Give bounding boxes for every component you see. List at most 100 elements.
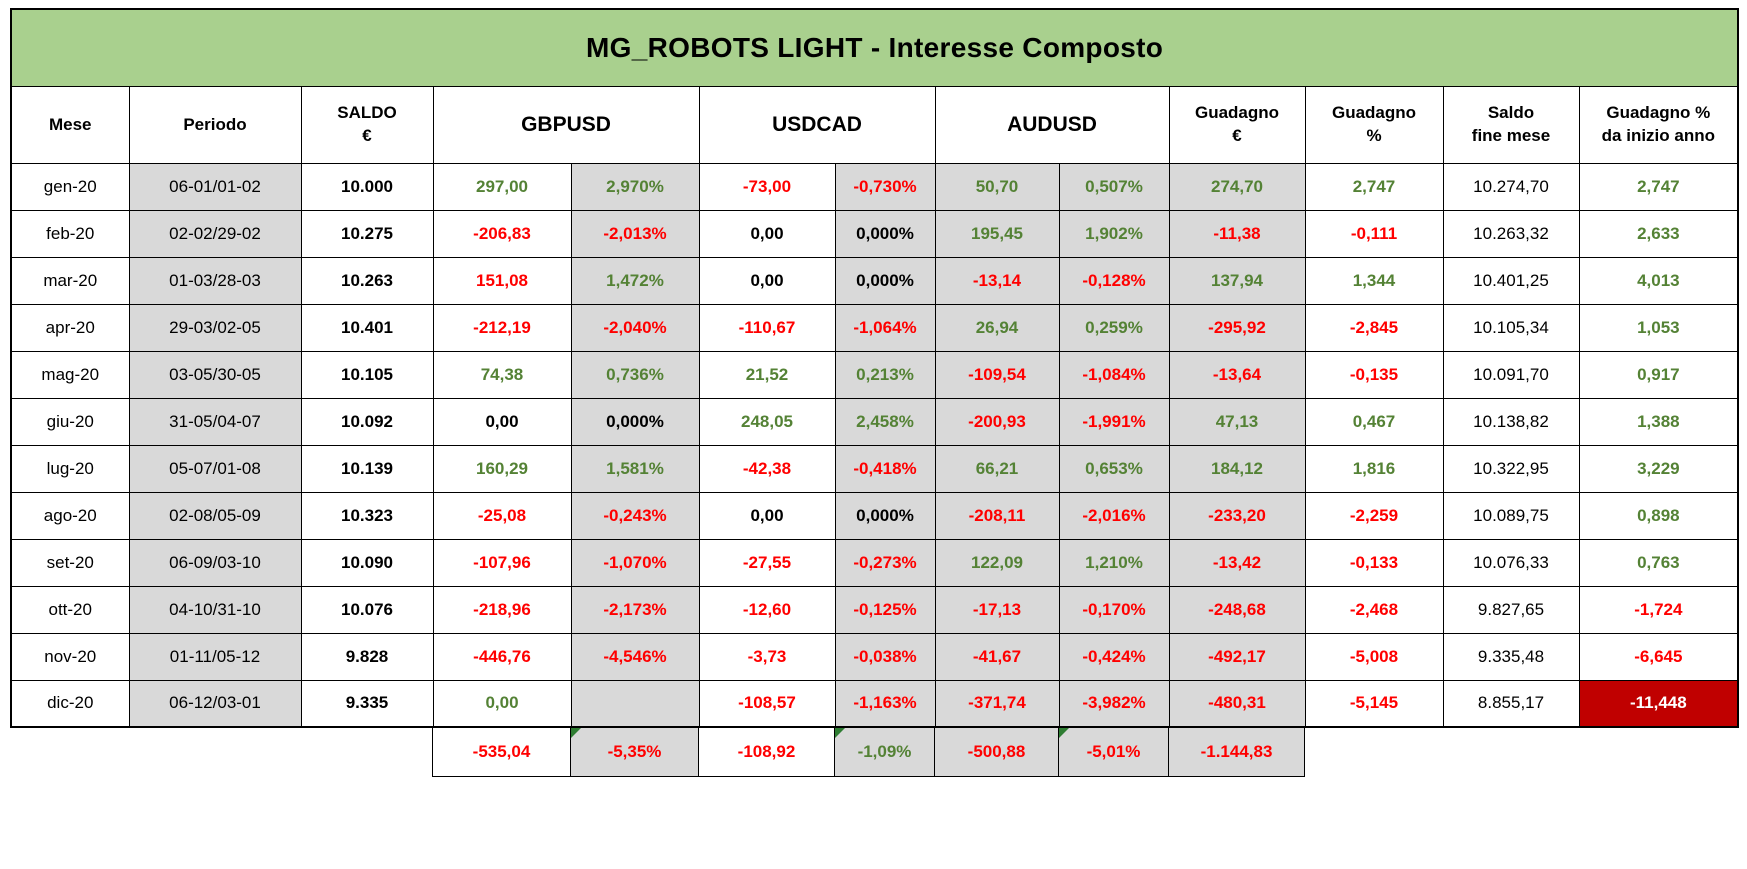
total-gbpusd-value[interactable]: -535,04 (432, 728, 571, 777)
cell-guadagno-pct[interactable]: 1,816 (1304, 444, 1444, 493)
col-header-saldo-fine-mese[interactable]: Saldo fine mese (1442, 85, 1580, 164)
cell-audusd-value[interactable]: -200,93 (934, 397, 1060, 446)
cell-mese[interactable]: gen-20 (10, 162, 130, 211)
cell-guadagno-pct[interactable]: -2,259 (1304, 491, 1444, 540)
cell-periodo[interactable]: 03-05/30-05 (128, 350, 302, 399)
cell-guadagno-pct[interactable]: 2,747 (1304, 162, 1444, 211)
cell-audusd-pct[interactable]: -1,991% (1058, 397, 1170, 446)
cell-audusd-value[interactable]: -208,11 (934, 491, 1060, 540)
cell-saldo-fine-mese[interactable]: 10.105,34 (1442, 303, 1580, 352)
col-header-guadagno-eur[interactable]: Guadagno € (1168, 85, 1306, 164)
cell-guadagno-anno[interactable]: 0,898 (1578, 491, 1739, 540)
cell-guadagno-pct[interactable]: -0,133 (1304, 538, 1444, 587)
col-header-guadagno-anno[interactable]: Guadagno % da inizio anno (1578, 85, 1739, 164)
cell-guadagno-pct[interactable]: -0,135 (1304, 350, 1444, 399)
total-audusd-pct[interactable]: -5,01% (1058, 728, 1169, 777)
cell-gbpusd-pct[interactable]: 0,000% (570, 397, 700, 446)
cell-usdcad-pct[interactable]: -0,418% (834, 444, 936, 493)
col-header-usdcad[interactable]: USDCAD (698, 85, 936, 164)
cell-periodo[interactable]: 02-02/29-02 (128, 209, 302, 258)
cell-saldo-inizio[interactable]: 10.092 (300, 397, 434, 446)
cell-saldo-inizio[interactable]: 10.275 (300, 209, 434, 258)
cell-usdcad-pct[interactable]: 0,000% (834, 209, 936, 258)
cell-gbpusd-pct[interactable]: 1,472% (570, 256, 700, 305)
cell-periodo[interactable]: 01-03/28-03 (128, 256, 302, 305)
cell-mese[interactable]: lug-20 (10, 444, 130, 493)
cell-guadagno-anno[interactable]: 0,917 (1578, 350, 1739, 399)
cell-audusd-pct[interactable]: 1,902% (1058, 209, 1170, 258)
cell-usdcad-pct[interactable]: -0,730% (834, 162, 936, 211)
cell-saldo-inizio[interactable]: 9.828 (300, 632, 434, 681)
cell-mese[interactable]: mar-20 (10, 256, 130, 305)
cell-guadagno-eur[interactable]: -492,17 (1168, 632, 1306, 681)
cell-saldo-fine-mese[interactable]: 10.138,82 (1442, 397, 1580, 446)
cell-saldo-fine-mese[interactable]: 10.089,75 (1442, 491, 1580, 540)
cell-saldo-fine-mese[interactable]: 10.076,33 (1442, 538, 1580, 587)
cell-guadagno-eur[interactable]: -13,64 (1168, 350, 1306, 399)
cell-usdcad-pct[interactable]: 2,458% (834, 397, 936, 446)
col-header-guadagno-pct[interactable]: Guadagno % (1304, 85, 1444, 164)
cell-audusd-pct[interactable]: 0,507% (1058, 162, 1170, 211)
cell-audusd-pct[interactable]: -1,084% (1058, 350, 1170, 399)
cell-gbpusd-value[interactable]: 297,00 (432, 162, 572, 211)
cell-guadagno-eur[interactable]: -480,31 (1168, 679, 1306, 728)
cell-gbpusd-value[interactable]: -206,83 (432, 209, 572, 258)
cell-usdcad-pct[interactable]: -1,064% (834, 303, 936, 352)
total-gbpusd-pct[interactable]: -5,35% (570, 728, 699, 777)
cell-usdcad-value[interactable]: -108,57 (698, 679, 836, 728)
cell-periodo[interactable]: 01-11/05-12 (128, 632, 302, 681)
cell-guadagno-eur[interactable]: 47,13 (1168, 397, 1306, 446)
cell-usdcad-pct[interactable]: -0,125% (834, 585, 936, 634)
cell-usdcad-value[interactable]: -27,55 (698, 538, 836, 587)
cell-periodo[interactable]: 02-08/05-09 (128, 491, 302, 540)
cell-audusd-pct[interactable]: -2,016% (1058, 491, 1170, 540)
cell-gbpusd-pct[interactable]: -1,070% (570, 538, 700, 587)
cell-usdcad-value[interactable]: 0,00 (698, 256, 836, 305)
cell-usdcad-pct[interactable]: 0,213% (834, 350, 936, 399)
cell-mese[interactable]: giu-20 (10, 397, 130, 446)
cell-guadagno-pct[interactable]: -0,111 (1304, 209, 1444, 258)
cell-audusd-pct[interactable]: 0,653% (1058, 444, 1170, 493)
cell-gbpusd-pct[interactable]: 1,581% (570, 444, 700, 493)
cell-periodo[interactable]: 06-01/01-02 (128, 162, 302, 211)
total-guadagno-eur[interactable]: -1.144,83 (1168, 728, 1305, 777)
cell-guadagno-eur[interactable]: -295,92 (1168, 303, 1306, 352)
cell-guadagno-anno[interactable]: -6,645 (1578, 632, 1739, 681)
cell-guadagno-eur[interactable]: -11,38 (1168, 209, 1306, 258)
cell-gbpusd-value[interactable]: 151,08 (432, 256, 572, 305)
cell-usdcad-pct[interactable]: 0,000% (834, 491, 936, 540)
cell-usdcad-value[interactable]: -73,00 (698, 162, 836, 211)
cell-mese[interactable]: apr-20 (10, 303, 130, 352)
cell-audusd-value[interactable]: -13,14 (934, 256, 1060, 305)
cell-usdcad-value[interactable]: -110,67 (698, 303, 836, 352)
cell-gbpusd-pct[interactable]: -2,040% (570, 303, 700, 352)
cell-gbpusd-value[interactable]: 0,00 (432, 679, 572, 728)
cell-gbpusd-value[interactable]: 74,38 (432, 350, 572, 399)
cell-guadagno-eur[interactable]: -13,42 (1168, 538, 1306, 587)
cell-guadagno-anno[interactable]: -11,448 (1578, 679, 1739, 728)
cell-guadagno-anno[interactable]: 2,633 (1578, 209, 1739, 258)
cell-periodo[interactable]: 06-12/03-01 (128, 679, 302, 728)
cell-gbpusd-pct[interactable]: -2,173% (570, 585, 700, 634)
cell-mese[interactable]: feb-20 (10, 209, 130, 258)
cell-mese[interactable]: nov-20 (10, 632, 130, 681)
cell-guadagno-pct[interactable]: 1,344 (1304, 256, 1444, 305)
cell-gbpusd-value[interactable]: -107,96 (432, 538, 572, 587)
col-header-periodo[interactable]: Periodo (128, 85, 302, 164)
cell-audusd-value[interactable]: -109,54 (934, 350, 1060, 399)
cell-guadagno-anno[interactable]: 4,013 (1578, 256, 1739, 305)
cell-usdcad-value[interactable]: -42,38 (698, 444, 836, 493)
cell-guadagno-pct[interactable]: -2,845 (1304, 303, 1444, 352)
cell-mese[interactable]: mag-20 (10, 350, 130, 399)
cell-saldo-inizio[interactable]: 10.401 (300, 303, 434, 352)
sheet-title[interactable]: MG_ROBOTS LIGHT - Interesse Composto (10, 8, 1739, 87)
cell-saldo-inizio[interactable]: 10.263 (300, 256, 434, 305)
cell-guadagno-pct[interactable]: -2,468 (1304, 585, 1444, 634)
cell-guadagno-eur[interactable]: 184,12 (1168, 444, 1306, 493)
cell-usdcad-value[interactable]: 21,52 (698, 350, 836, 399)
total-usdcad-pct[interactable]: -1,09% (834, 728, 935, 777)
cell-audusd-value[interactable]: 50,70 (934, 162, 1060, 211)
cell-saldo-fine-mese[interactable]: 9.335,48 (1442, 632, 1580, 681)
cell-periodo[interactable]: 05-07/01-08 (128, 444, 302, 493)
cell-usdcad-value[interactable]: 248,05 (698, 397, 836, 446)
